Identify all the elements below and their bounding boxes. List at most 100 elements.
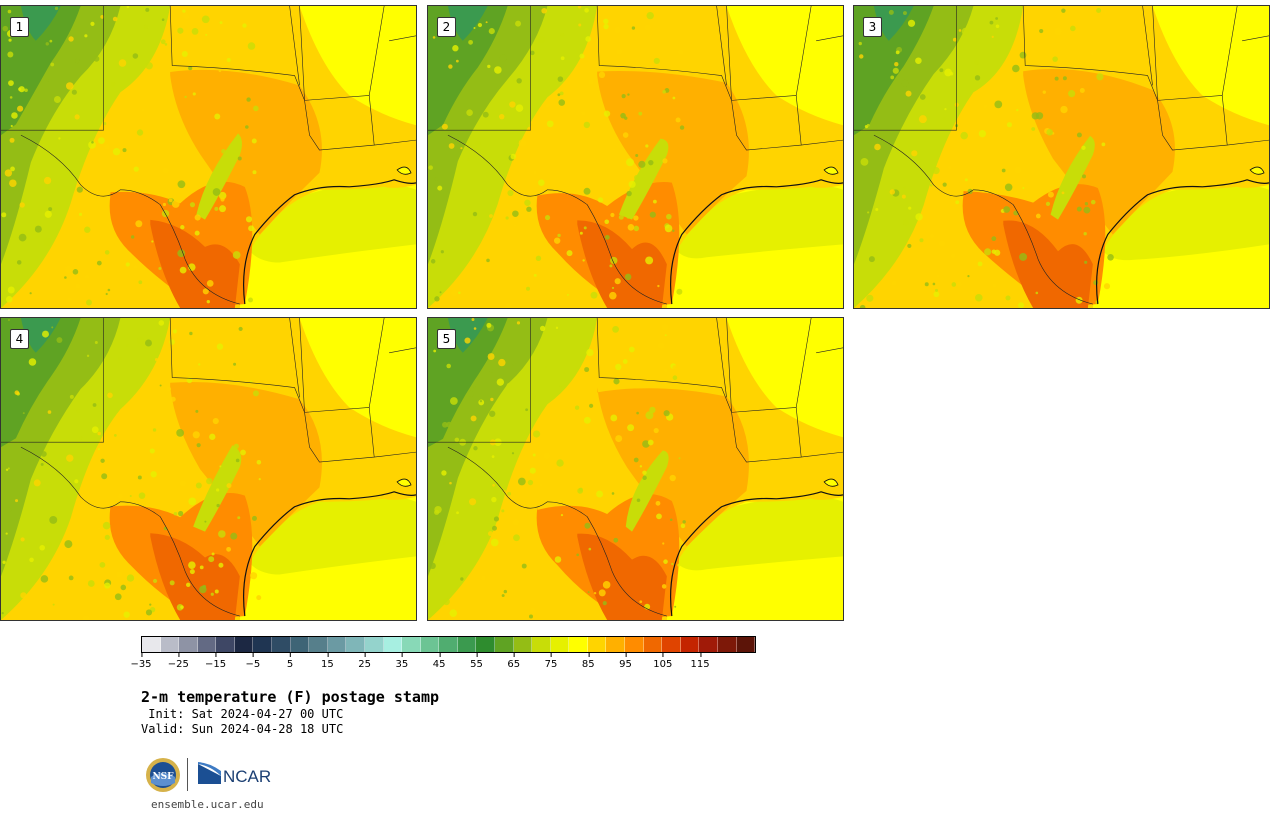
terrain-speckle	[66, 454, 74, 462]
terrain-speckle	[449, 481, 452, 485]
terrain-speckle	[1016, 108, 1019, 112]
terrain-speckle	[655, 500, 661, 506]
terrain-speckle	[977, 261, 983, 267]
terrain-speckle	[528, 212, 535, 219]
terrain-speckle	[20, 592, 27, 599]
terrain-speckle	[994, 100, 1003, 109]
colorbar-segment	[736, 637, 756, 652]
terrain-speckle	[866, 123, 870, 127]
green-streak	[625, 450, 669, 532]
terrain-speckle	[105, 292, 108, 296]
terrain-speckle	[110, 81, 116, 87]
colorbar-segment	[680, 637, 700, 652]
terrain-speckle	[494, 490, 498, 494]
terrain-speckle	[555, 326, 559, 330]
terrain-speckle	[648, 159, 654, 166]
terrain-speckle	[450, 177, 454, 180]
terrain-speckle	[1060, 105, 1068, 114]
terrain-speckle	[226, 546, 231, 552]
terrain-speckle	[136, 129, 144, 136]
terrain-speckle	[1035, 291, 1039, 295]
terrain-speckle	[489, 368, 494, 373]
terrain-speckle	[179, 480, 187, 487]
colorbar-tick-label: 25	[358, 653, 371, 670]
terrain-speckle	[515, 20, 522, 27]
terrain-speckle	[251, 138, 257, 144]
terrain-speckle	[859, 304, 866, 308]
terrain-speckle	[480, 575, 486, 581]
terrain-speckle	[475, 140, 481, 147]
terrain-speckle	[1107, 254, 1114, 261]
terrain-speckle	[428, 165, 433, 170]
terrain-speckle	[970, 290, 975, 296]
nsf-logo-icon: NSF	[146, 758, 180, 792]
land-east-yellow	[299, 318, 416, 438]
terrain-speckle	[82, 615, 90, 620]
terrain-speckle	[631, 26, 636, 30]
terrain-speckle	[587, 591, 590, 594]
colorbar-segment	[327, 637, 347, 652]
terrain-speckle	[989, 20, 994, 25]
land-orange	[170, 382, 322, 547]
terrain-speckle	[92, 403, 97, 407]
colorbar-segment	[717, 637, 737, 652]
terrain-speckle	[983, 104, 988, 109]
terrain-speckle	[458, 291, 461, 295]
terrain-speckle	[242, 23, 247, 28]
terrain-speckle	[220, 197, 225, 202]
terrain-speckle	[907, 243, 912, 248]
terrain-speckle	[636, 411, 639, 415]
lake	[823, 478, 839, 487]
terrain-speckle	[219, 21, 223, 25]
terrain-speckle	[588, 79, 594, 85]
terrain-speckle	[526, 122, 532, 128]
terrain-speckle	[41, 451, 47, 457]
terrain-speckle	[1012, 64, 1020, 73]
terrain-speckle	[72, 269, 79, 275]
terrain-speckle	[117, 493, 123, 499]
colorbar-segment	[346, 637, 365, 652]
terrain-speckle	[1084, 260, 1088, 264]
terrain-speckle	[452, 45, 459, 52]
terrain-speckle	[450, 289, 458, 297]
terrain-speckle	[159, 384, 162, 387]
terrain-speckle	[895, 50, 900, 55]
terrain-speckle	[173, 512, 178, 516]
terrain-speckle	[533, 170, 537, 175]
terrain-speckle	[219, 465, 222, 468]
temperature-map	[428, 318, 843, 620]
terrain-speckle	[1096, 73, 1104, 81]
terrain-speckle	[933, 291, 940, 298]
terrain-speckle	[471, 318, 475, 321]
land-east-yellow	[726, 6, 843, 126]
terrain-speckle	[984, 248, 992, 256]
terrain-speckle	[638, 160, 646, 168]
terrain-speckle	[113, 434, 117, 437]
terrain-speckle	[1052, 56, 1058, 62]
terrain-speckle	[901, 79, 909, 87]
terrain-speckle	[678, 49, 684, 55]
terrain-speckle	[672, 365, 677, 370]
terrain-speckle	[169, 339, 175, 345]
terrain-speckle	[622, 132, 629, 138]
terrain-speckle	[918, 115, 927, 124]
terrain-speckle	[634, 174, 640, 181]
terrain-speckle	[40, 575, 49, 583]
green-streak	[618, 138, 669, 220]
colorbar-segment	[420, 637, 440, 652]
terrain-speckle	[951, 282, 957, 287]
terrain-speckle	[76, 186, 83, 193]
terrain-speckle	[664, 334, 667, 337]
terrain-speckle	[1090, 52, 1094, 56]
terrain-speckle	[616, 49, 623, 55]
terrain-speckle	[29, 292, 32, 295]
terrain-speckle	[604, 219, 610, 225]
terrain-speckle	[924, 282, 929, 287]
terrain-speckle	[188, 66, 193, 71]
terrain-speckle	[616, 456, 620, 460]
terrain-speckle	[546, 120, 554, 128]
terrain-speckle	[218, 530, 226, 538]
terrain-speckle	[149, 448, 155, 454]
colorbar-segment	[364, 637, 384, 652]
terrain-speckle	[43, 237, 52, 246]
